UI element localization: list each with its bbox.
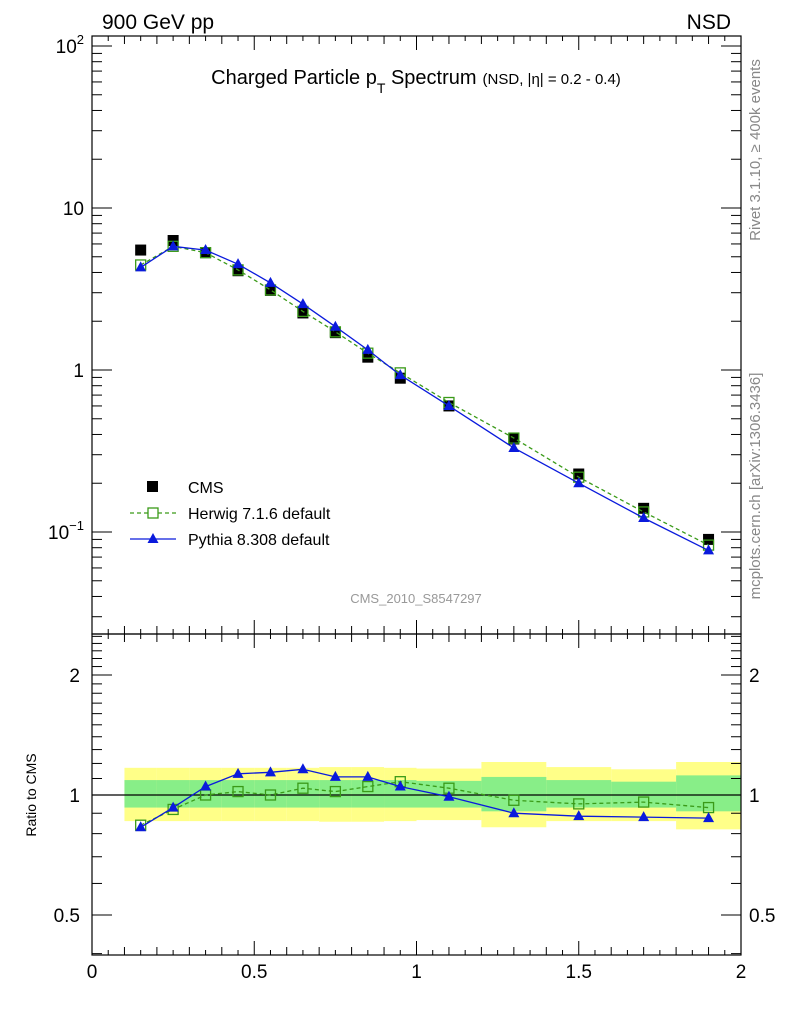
ratio-point-herwig — [232, 785, 244, 798]
ratio-point-herwig — [638, 796, 650, 808]
ratio-point-pythia — [135, 821, 147, 832]
legend-label-herwig: Herwig 7.1.6 default — [188, 506, 331, 523]
ratio-band-inner — [221, 780, 255, 808]
main-y-tick-label: 10 — [63, 199, 84, 220]
ratio-point-pythia — [167, 801, 179, 812]
main-line-pythia — [140, 245, 709, 551]
ratio-point-herwig — [573, 798, 585, 810]
main-point-cms — [638, 502, 650, 514]
ratio-uncertainty-bands — [124, 761, 741, 830]
main-point-pythia — [297, 298, 309, 309]
main-point-cms — [329, 327, 341, 339]
main-y-tick-label: 10−1 — [48, 518, 84, 544]
ratio-frame — [91, 633, 742, 956]
ratio-point-pythia — [329, 770, 341, 781]
main-point-pythia — [443, 399, 455, 410]
ratio-band-inner — [481, 776, 547, 812]
ratio-y-axis-label: Ratio to CMS — [23, 753, 39, 836]
ratio-point-pythia — [232, 767, 244, 778]
source-label: mcplots.cern.ch [arXiv:1306.3436] — [747, 373, 764, 600]
ratio-line-pythia — [140, 768, 709, 828]
main-point-pythia — [232, 258, 244, 269]
legend-marker-herwig — [147, 507, 159, 519]
ratio-axes: 0.5 0.5 1 1 2 2 0 0.5 1 1.5 2 — [54, 634, 775, 983]
energy-label: 900 GeV pp — [102, 11, 214, 34]
rivet-version-label: Rivet 3.1.10, ≥ 400k events — [747, 59, 764, 241]
ratio-series — [135, 763, 715, 832]
legend-entry-cms: CMS — [147, 480, 224, 497]
main-point-pythia — [264, 276, 276, 287]
main-point-pythia — [394, 369, 406, 380]
ratio-point-herwig — [329, 785, 342, 798]
ratio-panel: 0.5 0.5 1 1 2 2 0 0.5 1 1.5 2 Ratio to CMS — [23, 633, 775, 983]
ratio-y-tick-label-left: 0.5 — [54, 906, 80, 927]
legend-marker-cms — [147, 481, 158, 492]
ratio-point-pythia — [443, 790, 455, 801]
main-point-cms — [232, 265, 244, 277]
main-point-cms — [573, 468, 585, 480]
x-tick-label: 0 — [87, 962, 98, 983]
ratio-y-tick-label-left: 2 — [69, 666, 80, 687]
main-point-cms — [508, 433, 520, 445]
process-label: NSD — [687, 11, 731, 34]
main-point-pythia — [200, 244, 212, 255]
ratio-point-herwig — [297, 782, 309, 794]
main-point-cms — [297, 307, 309, 319]
legend-entry-herwig: Herwig 7.1.6 default — [130, 506, 331, 523]
main-series — [135, 235, 715, 555]
x-tick-label: 1.5 — [566, 962, 592, 983]
main-point-pythia — [703, 544, 715, 555]
x-tick-label: 1 — [411, 962, 422, 983]
main-panel: 102 10 1 10−1 Charged Particle pT Spectrum(… — [48, 32, 742, 635]
ratio-point-pythia — [573, 810, 585, 821]
main-point-pythia — [362, 343, 374, 354]
ratio-point-herwig — [362, 780, 374, 793]
main-point-cms — [703, 533, 715, 545]
main-axes: 102 10 1 10−1 — [48, 32, 742, 634]
ratio-point-pythia — [703, 812, 715, 823]
main-point-pythia — [329, 320, 341, 331]
ratio-point-pythia — [638, 811, 650, 822]
ratio-band-inner — [351, 780, 385, 808]
legend-label-pythia: Pythia 8.308 default — [188, 532, 330, 549]
main-point-cms — [362, 351, 374, 363]
ratio-point-pythia — [200, 780, 212, 791]
ratio-band-inner — [124, 780, 157, 808]
ratio-y-tick-label-right: 0.5 — [749, 906, 775, 927]
ratio-point-pythia — [508, 807, 520, 818]
x-tick-label: 2 — [736, 962, 747, 983]
ratio-point-herwig — [264, 789, 277, 801]
main-point-pythia — [135, 261, 147, 272]
main-point-pythia — [573, 477, 585, 488]
ratio-band-inner — [254, 780, 287, 808]
main-point-pythia — [508, 442, 520, 453]
ratio-point-pythia — [394, 780, 406, 791]
ratio-point-herwig — [508, 794, 520, 806]
main-y-tick-label: 1 — [73, 361, 84, 382]
main-line-herwig — [140, 245, 709, 546]
x-tick-label: 0.5 — [241, 962, 267, 983]
ratio-y-tick-label-right: 2 — [749, 666, 760, 687]
ratio-point-pythia — [362, 770, 374, 781]
main-point-pythia — [638, 512, 650, 523]
chart-title: Charged Particle pT Spectrum (NSD, |η| = … — [211, 67, 621, 96]
ratio-point-pythia — [297, 763, 309, 774]
analysis-watermark: CMS_2010_S8547297 — [350, 591, 482, 606]
main-y-tick-label: 102 — [56, 32, 84, 58]
ratio-y-tick-label-right: 1 — [749, 786, 760, 807]
ratio-y-tick-label-left: 1 — [69, 786, 80, 807]
main-point-pythia — [167, 240, 179, 251]
legend-label-cms: CMS — [188, 480, 224, 497]
main-point-cms — [264, 284, 276, 296]
legend: CMS Herwig 7.1.6 default Pythia 8.308 de… — [130, 480, 331, 549]
ratio-point-pythia — [264, 766, 276, 777]
legend-entry-pythia: Pythia 8.308 default — [130, 532, 330, 549]
ratio-band-inner — [319, 780, 352, 808]
main-point-cms — [135, 244, 147, 256]
legend-marker-pythia — [147, 533, 159, 543]
